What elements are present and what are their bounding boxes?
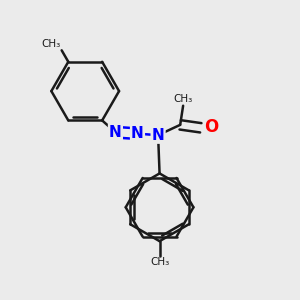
Text: N: N bbox=[109, 125, 122, 140]
Text: CH₃: CH₃ bbox=[150, 257, 169, 267]
Text: N: N bbox=[152, 128, 164, 143]
Text: CH₃: CH₃ bbox=[173, 94, 193, 104]
Text: N: N bbox=[131, 126, 144, 141]
Text: CH₃: CH₃ bbox=[41, 39, 60, 49]
Text: O: O bbox=[204, 118, 219, 136]
